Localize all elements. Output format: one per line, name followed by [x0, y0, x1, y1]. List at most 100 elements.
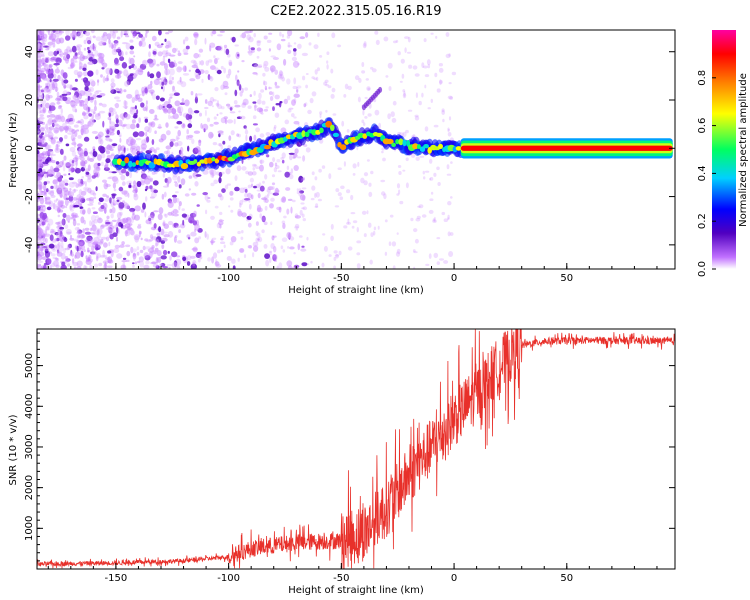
- noise-blob: [151, 236, 157, 240]
- noise-blob: [64, 162, 71, 167]
- noise-blob: [133, 234, 140, 241]
- noise-blob: [141, 90, 145, 97]
- noise-blob: [149, 73, 155, 79]
- noise-blob: [53, 127, 60, 134]
- noise-blob: [38, 237, 43, 244]
- noise-blob: [50, 189, 55, 194]
- noise-blob: [87, 120, 92, 127]
- noise-blob: [204, 109, 207, 117]
- noise-blob: [291, 99, 296, 106]
- noise-blob: [432, 219, 437, 223]
- noise-blob: [154, 249, 159, 255]
- noise-blob: [92, 241, 98, 249]
- noise-blob: [87, 250, 91, 253]
- noise-blob: [37, 88, 40, 92]
- noise-blob: [283, 58, 287, 66]
- noise-blob: [139, 70, 144, 73]
- noise-blob: [281, 220, 286, 225]
- noise-blob: [55, 86, 58, 93]
- noise-blob: [326, 64, 329, 70]
- noise-blob: [135, 69, 139, 77]
- noise-blob: [222, 140, 226, 145]
- noise-blob: [301, 178, 304, 182]
- noise-blob: [293, 98, 297, 104]
- noise-blob: [47, 30, 50, 35]
- noise-blob: [236, 79, 240, 86]
- noise-blob: [101, 67, 105, 70]
- noise-blob: [123, 69, 129, 77]
- noise-blob: [303, 103, 307, 108]
- noise-blob: [178, 184, 182, 189]
- noise-blob: [278, 206, 282, 213]
- noise-blob: [244, 188, 248, 193]
- noise-blob: [357, 161, 360, 167]
- noise-blob: [56, 50, 60, 55]
- noise-blob: [89, 86, 94, 92]
- noise-blob: [38, 230, 42, 238]
- noise-blob: [206, 117, 211, 123]
- noise-blob: [37, 158, 41, 165]
- noise-blob: [42, 62, 46, 65]
- x-tick-label: -100: [217, 273, 240, 284]
- noise-blob: [383, 36, 389, 42]
- noise-blob: [430, 191, 434, 195]
- noise-blob: [37, 43, 43, 50]
- noise-blob: [62, 189, 68, 196]
- noise-blob: [247, 105, 252, 109]
- noise-blob: [149, 89, 155, 94]
- noise-blob: [182, 48, 189, 54]
- ridge-core: [319, 127, 324, 134]
- noise-blob: [49, 114, 56, 118]
- noise-blob: [95, 90, 102, 93]
- noise-blob: [448, 82, 452, 85]
- noise-blob: [72, 197, 78, 201]
- noise-blob: [62, 96, 68, 102]
- noise-blob: [298, 188, 302, 192]
- noise-blob: [37, 51, 40, 55]
- noise-blob: [229, 241, 234, 246]
- noise-blob: [112, 43, 117, 49]
- noise-blob: [288, 174, 294, 180]
- noise-blob: [71, 30, 77, 38]
- noise-blob: [199, 112, 202, 117]
- noise-blob: [92, 192, 97, 196]
- noise-blob: [79, 206, 84, 209]
- noise-blob: [402, 92, 407, 99]
- noise-blob: [142, 174, 148, 180]
- noise-blob: [107, 250, 112, 254]
- noise-blob: [87, 175, 91, 180]
- noise-blob: [229, 197, 234, 201]
- noise-blob: [248, 199, 251, 203]
- noise-blob: [100, 224, 106, 228]
- noise-blob: [74, 31, 78, 38]
- noise-blob: [178, 205, 181, 211]
- noise-blob: [172, 196, 178, 204]
- noise-blob: [37, 251, 40, 257]
- noise-blob: [52, 122, 55, 128]
- noise-blob: [156, 232, 161, 236]
- noise-blob: [330, 93, 335, 99]
- noise-blob: [263, 60, 269, 67]
- noise-blob: [195, 93, 198, 100]
- noise-blob: [207, 197, 211, 199]
- noise-blob: [165, 52, 172, 56]
- noise-blob: [99, 110, 106, 114]
- noise-blob: [202, 192, 208, 196]
- noise-blob: [147, 71, 150, 77]
- noise-blob: [141, 139, 147, 146]
- noise-blob: [81, 234, 85, 239]
- noise-blob: [47, 41, 53, 46]
- noise-blob: [45, 144, 52, 150]
- noise-blob: [57, 200, 64, 208]
- noise-blob: [95, 113, 100, 118]
- noise-blob: [433, 216, 436, 223]
- noise-blob: [76, 260, 83, 267]
- noise-blob: [84, 227, 90, 231]
- noise-blob: [39, 245, 45, 252]
- noise-blob: [251, 63, 259, 67]
- noise-blob: [93, 172, 99, 178]
- noise-blob: [85, 259, 92, 265]
- noise-blob: [63, 85, 67, 88]
- noise-blob: [109, 221, 113, 226]
